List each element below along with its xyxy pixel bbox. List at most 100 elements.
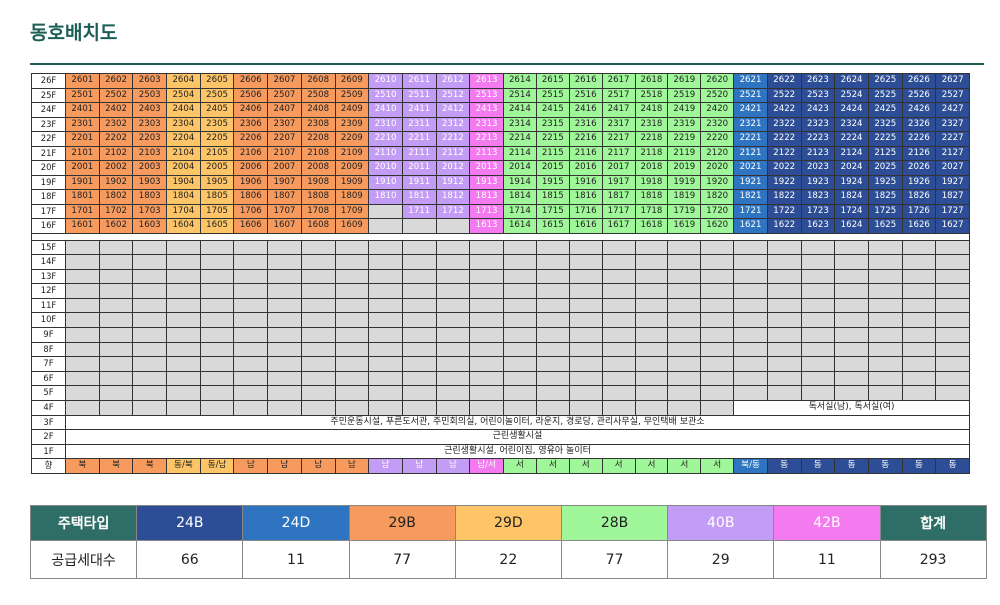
unit-cell: 2101 [66, 146, 100, 161]
unit-cell: 1618 [635, 219, 669, 234]
empty-floor-cell [734, 328, 768, 343]
unit-cell: 2126 [902, 146, 937, 161]
unit-cell: 2217 [602, 132, 636, 147]
empty-floor-cell [369, 313, 403, 329]
unit-cell: 2011 [402, 161, 437, 176]
empty-floor-cell [133, 298, 168, 314]
empty-floor-cell [167, 255, 201, 270]
empty-floor-cell [767, 328, 802, 343]
empty-floor-cell [470, 240, 504, 256]
floor-label: 4F [32, 401, 66, 416]
unit-cell: 2612 [436, 74, 471, 89]
empty-floor-cell [868, 328, 903, 343]
unit-cell: 2618 [635, 74, 669, 89]
direction-cell: 서 [503, 459, 537, 475]
empty-floor-cell [133, 357, 168, 372]
facility-label: 근린생활시설, 어린이집, 영유아 놀이터 [66, 444, 970, 460]
empty-floor-cell [868, 284, 903, 299]
empty-floor-cell [335, 401, 370, 416]
unit-cell: 1926 [902, 175, 937, 190]
empty-floor-cell [835, 328, 869, 343]
unit-cell: 2615 [536, 74, 570, 89]
empty-floor-cell [936, 240, 970, 256]
unit-cell: 1920 [701, 175, 735, 190]
empty-floor-cell [635, 342, 669, 358]
empty-floor-cell [167, 371, 201, 387]
unit-cell: 2111 [402, 146, 437, 161]
unit-cell: 1605 [200, 219, 235, 234]
empty-floor-cell [234, 298, 269, 314]
unit-cell: 1811 [402, 190, 437, 205]
unit-cell: 1815 [536, 190, 570, 205]
empty-floor-cell [902, 357, 937, 372]
direction-cell: 북 [133, 459, 168, 475]
unit-cell: 2415 [536, 103, 570, 118]
unit-cell: 2219 [668, 132, 702, 147]
empty-floor-cell [402, 284, 437, 299]
unit-cell: 2124 [835, 146, 869, 161]
empty-floor-cell [569, 240, 603, 256]
unit-cell: 1720 [701, 204, 735, 219]
unit-cell: 2316 [569, 117, 603, 132]
empty-floor-cell [200, 269, 235, 285]
empty-floor-cell [835, 255, 869, 270]
unit-cell: 2506 [234, 88, 269, 103]
empty-floor-cell [668, 371, 702, 387]
unit-cell: 1726 [902, 204, 937, 219]
unit-cell: 1808 [301, 190, 336, 205]
unit-cell: 2314 [503, 117, 537, 132]
legend-type-29d: 29D [455, 506, 562, 541]
empty-floor-cell [436, 255, 471, 270]
empty-floor-cell [701, 328, 735, 343]
empty-floor-cell [767, 269, 802, 285]
empty-floor-cell [902, 269, 937, 285]
empty-floor-cell [668, 357, 702, 372]
unit-cell: 2503 [133, 88, 168, 103]
unit-cell: 2107 [268, 146, 302, 161]
unit-cell: 2423 [801, 103, 836, 118]
empty-floor-cell [668, 298, 702, 314]
unit-cell: 2606 [234, 74, 269, 89]
empty-floor-cell [602, 328, 636, 343]
empty-floor-cell [369, 357, 403, 372]
unit-cell: 2214 [503, 132, 537, 147]
empty-floor-cell [268, 313, 302, 329]
floor-label: 14F [32, 255, 66, 270]
unit-cell: 1918 [635, 175, 669, 190]
empty-floor-cell [668, 313, 702, 329]
direction-cell: 남 [335, 459, 370, 475]
empty-floor-cell [701, 357, 735, 372]
empty-floor-cell [66, 313, 100, 329]
unit-cell-empty [369, 204, 403, 219]
unit-cell: 2102 [99, 146, 134, 161]
empty-floor-cell [133, 255, 168, 270]
unit-cell: 2507 [268, 88, 302, 103]
empty-floor-cell [536, 357, 570, 372]
unit-cell: 2402 [99, 103, 134, 118]
empty-floor-cell [701, 342, 735, 358]
empty-floor-cell [402, 328, 437, 343]
unit-cell: 2225 [868, 132, 903, 147]
empty-floor-cell [470, 313, 504, 329]
empty-floor-cell [801, 298, 836, 314]
empty-floor-cell [668, 255, 702, 270]
unit-cell: 2508 [301, 88, 336, 103]
unit-cell: 1617 [602, 219, 636, 234]
direction-cell: 북 [99, 459, 134, 475]
empty-floor-cell [234, 371, 269, 387]
facility-label: 근린생활시설 [66, 430, 970, 445]
unit-cell: 2004 [167, 161, 201, 176]
unit-cell: 1621 [734, 219, 768, 234]
empty-floor-cell [801, 313, 836, 329]
empty-floor-cell [133, 269, 168, 285]
floor-label: 18F [32, 190, 66, 205]
unit-cell: 2020 [701, 161, 735, 176]
unit-cell: 2008 [301, 161, 336, 176]
empty-floor-cell [234, 255, 269, 270]
empty-floor-cell [868, 342, 903, 358]
unit-cell: 2023 [801, 161, 836, 176]
unit-cell: 2315 [536, 117, 570, 132]
unit-cell: 2626 [902, 74, 937, 89]
empty-floor-cell [503, 371, 537, 387]
unit-cell: 1802 [99, 190, 134, 205]
